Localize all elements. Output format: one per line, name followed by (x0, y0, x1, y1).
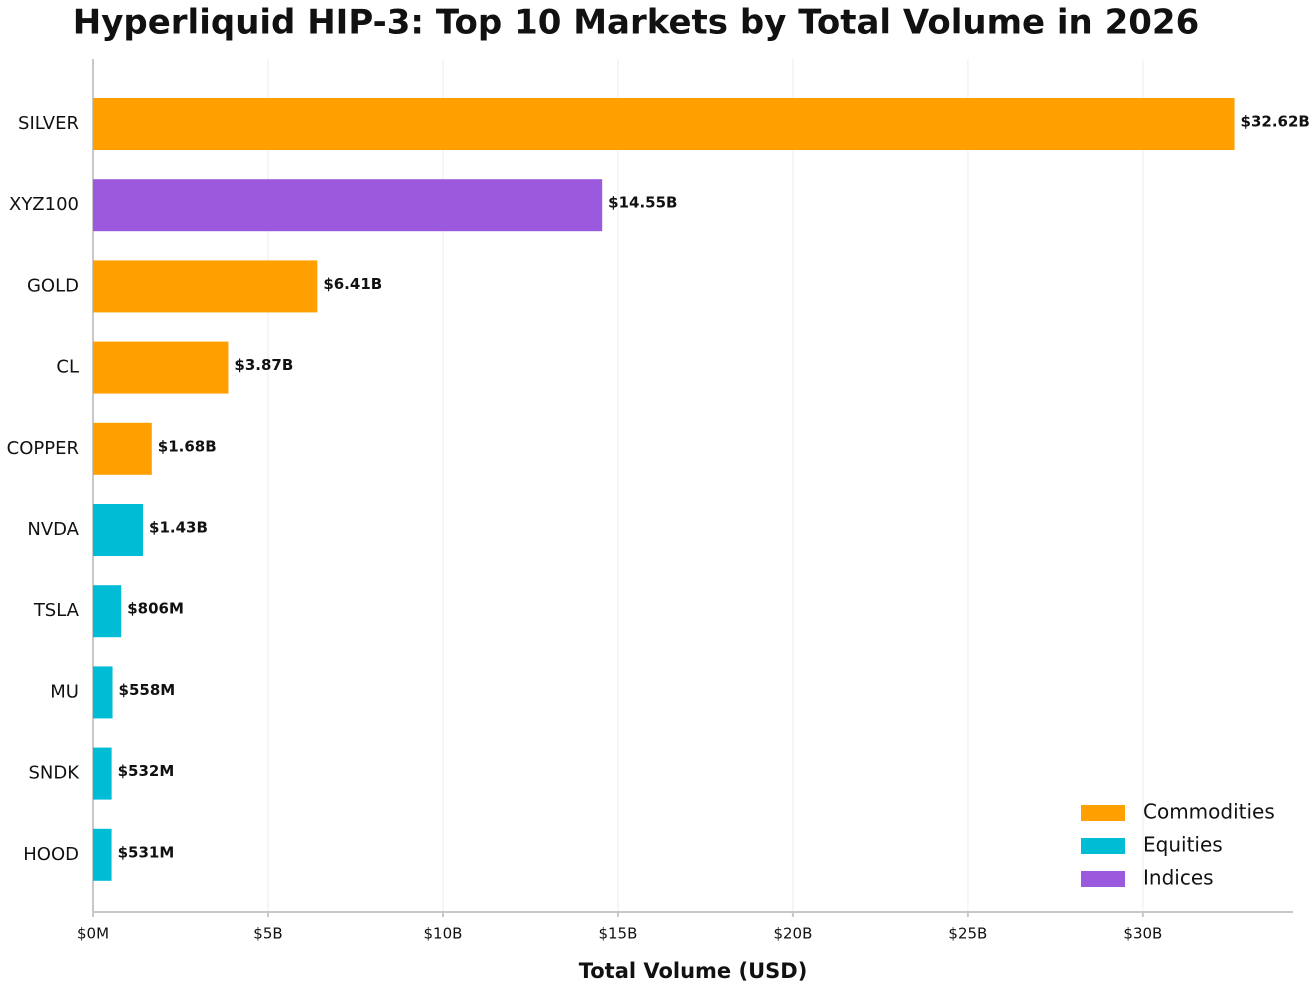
bar (93, 747, 112, 800)
chart-title: Hyperliquid HIP-3: Top 10 Markets by Tot… (73, 3, 1199, 43)
value-label: $806M (127, 600, 184, 618)
y-tick-label: MU (50, 681, 79, 702)
value-label: $531M (118, 843, 175, 861)
x-tick-label: $10B (423, 925, 462, 943)
value-label: $1.43B (149, 519, 208, 537)
x-tick-label: $15B (598, 925, 637, 943)
value-label: $3.87B (234, 356, 293, 374)
bar (93, 828, 112, 881)
y-tick-label: XYZ100 (9, 194, 79, 215)
legend-label: Indices (1143, 866, 1214, 890)
value-label: $14.55B (608, 194, 677, 212)
value-label: $6.41B (323, 275, 382, 293)
value-label: $32.62B (1241, 113, 1310, 131)
bar (93, 422, 152, 475)
y-tick-label: NVDA (27, 519, 79, 540)
x-tick-label: $20B (773, 925, 812, 943)
value-label: $558M (119, 681, 176, 699)
bar (93, 98, 1235, 150)
y-tick-label: GOLD (27, 275, 79, 296)
y-tick-label: CL (56, 357, 79, 378)
x-tick-label: $30B (1123, 925, 1162, 943)
legend-swatch (1081, 838, 1125, 854)
y-tick-label: COPPER (7, 438, 79, 459)
bar (93, 179, 603, 232)
bar (93, 504, 144, 556)
y-tick-label: HOOD (23, 844, 79, 865)
legend-label: Commodities (1143, 800, 1275, 824)
legend-swatch (1081, 871, 1125, 887)
bar (93, 341, 229, 394)
y-tick-label: SILVER (18, 113, 79, 134)
x-axis-label: Total Volume (USD) (579, 959, 808, 983)
bar (93, 585, 122, 638)
legend-swatch (1081, 805, 1125, 821)
value-label: $532M (118, 762, 175, 780)
y-tick-label: TSLA (33, 600, 80, 621)
value-label: $1.68B (158, 437, 217, 455)
bar (93, 260, 318, 313)
x-tick-label: $5B (253, 925, 282, 943)
legend-label: Equities (1143, 833, 1223, 857)
bar (93, 666, 113, 719)
y-tick-label: SNDK (28, 763, 80, 784)
x-tick-label: $25B (948, 925, 987, 943)
x-tick-label: $0M (77, 925, 109, 943)
